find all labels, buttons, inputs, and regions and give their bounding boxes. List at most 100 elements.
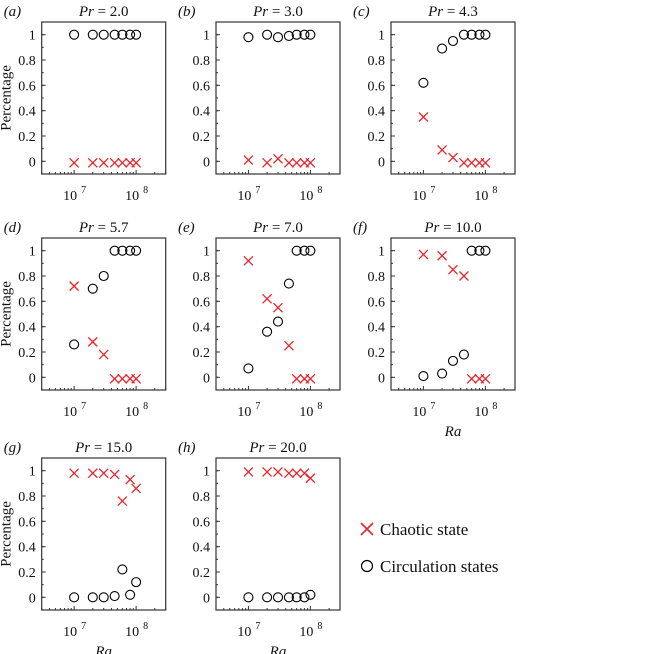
circulation-point <box>283 278 294 289</box>
chaotic-marker-stroke <box>69 157 80 168</box>
chaotic-point <box>291 157 302 168</box>
chaotic-marker-stroke <box>305 473 316 484</box>
chaotic-marker-stroke <box>283 340 294 351</box>
chaotic-marker-stroke <box>480 157 491 168</box>
legend-label-chaotic: Chaotic state <box>380 520 468 539</box>
chaotic-point <box>283 157 294 168</box>
chaotic-point <box>418 249 429 260</box>
chaotic-marker-stroke <box>437 144 448 155</box>
chaotic-point <box>273 153 283 164</box>
chaotic-point <box>131 157 142 168</box>
chaotic-marker-stroke <box>125 474 136 485</box>
chaotic-marker-stroke <box>283 468 294 479</box>
circulation-point <box>69 29 80 40</box>
x-tick-label: 10 <box>474 405 488 420</box>
y-tick-label: 0 <box>378 371 385 386</box>
chaotic-marker-stroke <box>131 373 142 384</box>
plot-frame <box>215 457 341 611</box>
y-tick-label: 0.6 <box>18 295 36 310</box>
chaotic-point <box>131 373 142 384</box>
x-tick-label: 10 <box>237 405 251 420</box>
chaotic-marker-stroke <box>262 157 273 168</box>
chaotic-point <box>418 112 429 122</box>
y-tick-label: 0 <box>203 155 210 170</box>
chaotic-point <box>87 336 98 347</box>
chaotic-point <box>98 349 109 360</box>
x-axis-label: Ra <box>269 644 287 654</box>
chaotic-point <box>69 157 80 168</box>
y-tick-label: 0.2 <box>368 130 386 145</box>
y-tick-label: 0.2 <box>193 130 211 145</box>
chaotic-point <box>117 496 128 507</box>
chaotic-point <box>262 157 273 168</box>
panel-label: (e) <box>178 220 195 236</box>
circulation-point <box>305 245 316 256</box>
x-tick-label: 10 <box>474 189 488 204</box>
y-tick-label: 0.6 <box>193 295 211 310</box>
chaotic-point <box>480 157 491 168</box>
panel-b: (b) Pr = 3.0 0 0.2 0.4 0.6 0.8 1 10 7 10 8 <box>178 4 341 204</box>
chaotic-marker-stroke <box>131 483 142 494</box>
x-tick-label: 10 <box>299 189 313 204</box>
y-tick-label: 0.6 <box>368 79 386 94</box>
chaotic-marker-stroke <box>418 112 429 122</box>
chaotic-marker-stroke <box>98 157 109 168</box>
x-tick-exponent: 7 <box>81 401 86 412</box>
chaotic-marker-stroke <box>98 468 109 479</box>
chaotic-point <box>243 466 254 477</box>
y-tick-label: 0.8 <box>193 54 211 69</box>
chaotic-point <box>458 271 469 281</box>
panel-h: (h) Pr = 20.0 0 0.2 0.4 0.6 0.8 1 10 7 10 8 Ra <box>178 440 341 654</box>
chaotic-point <box>109 157 120 168</box>
x-tick-label: 10 <box>63 189 77 204</box>
chaotic-marker-stroke <box>291 157 302 168</box>
chaotic-point <box>98 157 109 168</box>
circulation-point <box>299 29 310 40</box>
y-tick-label: 0.8 <box>18 270 36 285</box>
circulation-point <box>299 245 310 256</box>
chaotic-marker-stroke <box>117 496 128 507</box>
x-axis-label: Ra <box>94 644 112 654</box>
chaotic-point <box>131 483 142 494</box>
panel-label: (a) <box>4 4 22 20</box>
y-tick-label: 0.4 <box>18 105 36 120</box>
chaotic-point <box>273 466 283 477</box>
circulation-point <box>458 349 469 360</box>
circulation-point <box>437 368 448 379</box>
circulation-point <box>291 29 302 40</box>
chaotic-point <box>87 157 98 168</box>
y-tick-label: 1 <box>203 245 210 260</box>
x-tick-label: 10 <box>125 189 139 204</box>
y-tick-label: 0.2 <box>18 130 36 145</box>
y-tick-label: 1 <box>29 29 36 44</box>
circulation-point <box>109 591 120 602</box>
x-tick-exponent: 8 <box>317 401 322 412</box>
chaotic-point <box>125 474 136 485</box>
chaotic-marker-stroke <box>291 373 302 384</box>
circulation-point <box>418 371 429 382</box>
x-tick-exponent: 7 <box>255 185 260 196</box>
circulation-point <box>291 592 302 603</box>
y-tick-label: 0.8 <box>193 490 211 505</box>
x-tick-exponent: 8 <box>143 621 148 632</box>
y-tick-label: 0.2 <box>18 346 36 361</box>
circulation-point <box>474 245 485 256</box>
chaotic-point <box>448 152 458 163</box>
panel-label: (f) <box>353 220 367 236</box>
y-tick-label: 0.6 <box>368 295 386 310</box>
panel-label: (d) <box>4 220 22 236</box>
chaotic-marker-stroke <box>262 466 273 477</box>
chaotic-marker-stroke <box>458 157 469 168</box>
panel-title: Pr = 3.0 <box>252 4 303 20</box>
panel-label: (b) <box>178 4 196 20</box>
circulation-point <box>283 592 294 603</box>
circulation-point <box>262 592 273 603</box>
circulation-point <box>125 245 136 256</box>
chaotic-point <box>243 255 254 266</box>
circulation-point <box>243 592 254 603</box>
plot-frame <box>41 21 167 175</box>
panel-label: (h) <box>178 440 196 456</box>
chaotic-marker-stroke <box>117 373 128 384</box>
circulation-point <box>69 592 80 603</box>
circulation-point <box>272 32 284 43</box>
